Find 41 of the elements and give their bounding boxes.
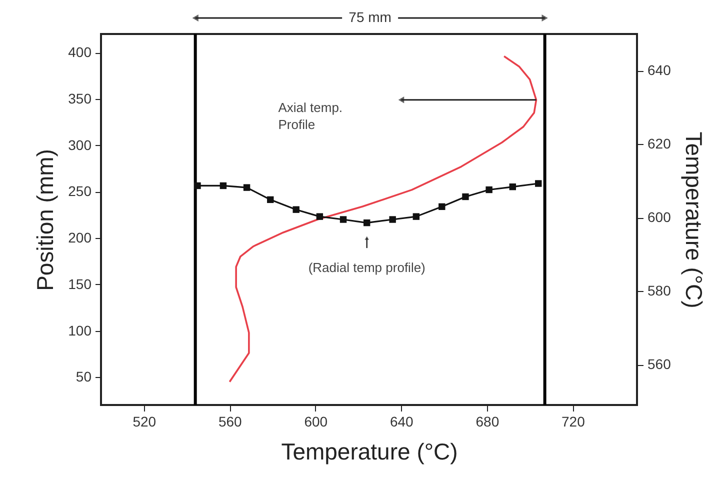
y2-tick-label: 580 xyxy=(648,282,672,299)
point xyxy=(340,216,347,223)
x-axis-title: Temperature (°C) xyxy=(281,438,458,464)
y2-axis-title: Temperature (°C) xyxy=(680,132,707,308)
y-tick-label: 100 xyxy=(68,322,92,338)
y-axis-title: Position (mm) xyxy=(32,149,58,291)
y-tick-label: 350 xyxy=(68,90,92,106)
point xyxy=(267,196,274,204)
point xyxy=(194,182,201,190)
point xyxy=(462,193,469,200)
y-tick-label: 200 xyxy=(68,230,92,246)
line-series xyxy=(228,55,538,383)
point xyxy=(412,213,420,220)
y2-tick-label: 620 xyxy=(648,136,672,152)
x-tick-label: 640 xyxy=(390,414,414,430)
x-tick-label: 680 xyxy=(476,414,500,430)
y2-tick-label: 640 xyxy=(648,62,672,78)
y-tick-label: 300 xyxy=(68,136,92,153)
y-tick-label: 150 xyxy=(68,276,92,292)
y-tick-label: 250 xyxy=(68,183,92,200)
x-tick-label: 560 xyxy=(218,414,242,430)
x-tick-label: 720 xyxy=(562,414,586,430)
point xyxy=(438,203,446,210)
point xyxy=(486,186,492,194)
point xyxy=(243,184,250,191)
point xyxy=(364,219,370,226)
y2-tick-label: 560 xyxy=(648,356,672,372)
x-tick-label: 600 xyxy=(304,414,328,430)
point xyxy=(509,183,516,190)
point xyxy=(389,216,396,223)
annotation: Axial temp. Profile xyxy=(278,100,343,132)
y2-tick-label: 600 xyxy=(648,209,672,226)
point xyxy=(292,206,300,213)
point xyxy=(535,180,542,187)
x-tick-label: 520 xyxy=(132,414,156,430)
text: 75 mm xyxy=(348,9,392,25)
annotation: (Radial temp profile) xyxy=(308,260,426,276)
point xyxy=(316,213,324,220)
y-tick-label: 400 xyxy=(68,44,92,60)
point xyxy=(220,182,227,190)
y-tick-label: 50 xyxy=(76,368,92,385)
